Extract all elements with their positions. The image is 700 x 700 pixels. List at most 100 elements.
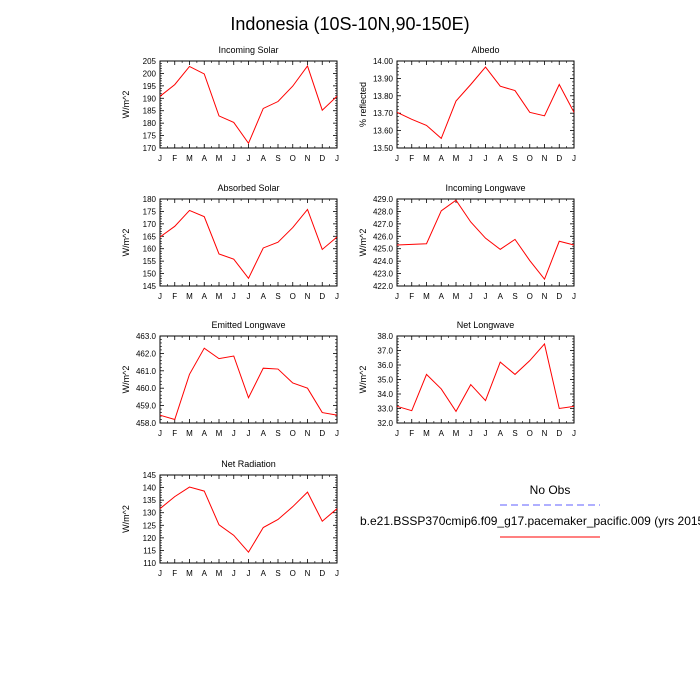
albedo-frame [396, 60, 575, 149]
emitted-longwave-xtick-label: A [261, 429, 267, 438]
net-radiation-xtick-label: N [305, 569, 311, 578]
net-radiation-xtick-label: S [275, 569, 280, 578]
emitted-longwave-ytick-label: 460.0 [136, 384, 157, 393]
net-radiation-xtick-label: D [319, 569, 325, 578]
net-longwave-xtick-label: M [423, 429, 430, 438]
absorbed-solar-xtick-label: J [232, 292, 236, 301]
net-radiation-ytick-label: 145 [143, 471, 157, 480]
incoming-solar-ytick-label: 200 [143, 69, 157, 78]
albedo-ytick-label: 13.60 [373, 127, 394, 136]
incoming-longwave-xtick-label: M [423, 292, 430, 301]
incoming-longwave-title: Incoming Longwave [445, 183, 525, 193]
incoming-longwave-ytick-label: 422.0 [373, 282, 394, 291]
emitted-longwave-xtick-label: J [158, 429, 162, 438]
incoming-longwave-ytick-label: 424.0 [373, 257, 394, 266]
legend: No Obs b.e21.BSSP370cmip6.f09_g17.pacema… [360, 483, 700, 538]
absorbed-solar-xtick-label: A [261, 292, 267, 301]
incoming-solar-ytick-label: 175 [143, 132, 157, 141]
net-longwave-ylabel: W/m^2 [358, 366, 368, 394]
incoming-solar-xtick-label: F [172, 154, 177, 163]
incoming-longwave-xtick-label: F [409, 292, 414, 301]
incoming-longwave-xtick-label: J [572, 292, 576, 301]
incoming-solar-xtick-label: M [186, 154, 193, 163]
figure-title: Indonesia (10S-10N,90-150E) [230, 14, 469, 34]
albedo-series-line [396, 66, 575, 140]
absorbed-solar-xtick-label: S [275, 292, 280, 301]
net-longwave-xtick-label: J [484, 429, 488, 438]
incoming-solar-ytick-label: 205 [143, 57, 157, 66]
emitted-longwave-ytick-label: 458.0 [136, 419, 157, 428]
incoming-longwave-ytick-label: 428.0 [373, 207, 394, 216]
incoming-longwave-ytick-label: 429.0 [373, 195, 394, 204]
incoming-solar-xtick-label: A [202, 154, 208, 163]
incoming-solar-xtick-label: M [216, 154, 223, 163]
absorbed-solar-xtick-label: F [172, 292, 177, 301]
net-radiation-xtick-label: J [232, 569, 236, 578]
albedo-xtick-label: J [572, 154, 576, 163]
net-radiation-xtick-label: J [247, 569, 251, 578]
net-longwave-ytick-label: 36.0 [377, 361, 393, 370]
net-longwave-xtick-label: A [498, 429, 504, 438]
net-longwave-xtick-label: M [453, 429, 460, 438]
incoming-solar-xtick-label: S [275, 154, 280, 163]
absorbed-solar-ytick-label: 145 [143, 282, 157, 291]
net-longwave-ytick-label: 33.0 [377, 405, 393, 414]
absorbed-solar-xtick-label: O [290, 292, 296, 301]
incoming-longwave-xtick-label: S [512, 292, 517, 301]
absorbed-solar-xtick-label: J [158, 292, 162, 301]
albedo-ytick-label: 13.70 [373, 109, 394, 118]
incoming-solar-xtick-label: A [261, 154, 267, 163]
albedo-xtick-label: A [498, 154, 504, 163]
absorbed-solar-xtick-label: J [247, 292, 251, 301]
albedo-xtick-label: A [439, 154, 445, 163]
net-radiation-frame [159, 474, 338, 564]
absorbed-solar-xtick-label: M [186, 292, 193, 301]
net-longwave-ytick-label: 32.0 [377, 419, 393, 428]
incoming-solar-xtick-label: J [247, 154, 251, 163]
albedo-ytick-label: 14.00 [373, 57, 394, 66]
emitted-longwave-series-line [159, 347, 338, 421]
emitted-longwave-xtick-label: O [290, 429, 296, 438]
incoming-longwave-xtick-label: D [556, 292, 562, 301]
net-radiation-xtick-label: A [202, 569, 208, 578]
net-radiation-ytick-label: 125 [143, 521, 157, 530]
incoming-solar-series-line [159, 64, 338, 145]
absorbed-solar-ytick-label: 170 [143, 220, 157, 229]
incoming-solar-ytick-label: 190 [143, 94, 157, 103]
net-radiation-ytick-label: 140 [143, 484, 157, 493]
emitted-longwave-title: Emitted Longwave [211, 320, 285, 330]
incoming-longwave-ytick-label: 425.0 [373, 245, 394, 254]
incoming-solar-xtick-label: J [158, 154, 162, 163]
incoming-solar-ytick-label: 195 [143, 82, 157, 91]
net-longwave-xtick-label: J [469, 429, 473, 438]
net-radiation-ylabel: W/m^2 [121, 505, 131, 533]
absorbed-solar-xtick-label: N [305, 292, 311, 301]
incoming-solar-ytick-label: 170 [143, 144, 157, 153]
incoming-longwave-ylabel: W/m^2 [358, 229, 368, 257]
net-radiation-ytick-label: 130 [143, 509, 157, 518]
absorbed-solar-xtick-label: A [202, 292, 208, 301]
emitted-longwave-ylabel: W/m^2 [121, 366, 131, 394]
incoming-longwave-xtick-label: N [542, 292, 548, 301]
albedo-ytick-label: 13.50 [373, 144, 394, 153]
net-radiation-ytick-label: 120 [143, 534, 157, 543]
net-longwave-xtick-label: F [409, 429, 414, 438]
incoming-solar-xtick-label: J [335, 154, 339, 163]
net-longwave-ytick-label: 37.0 [377, 347, 393, 356]
net-radiation-xtick-label: M [216, 569, 223, 578]
legend-obs-label: No Obs [530, 483, 571, 497]
net-longwave-series-line [396, 342, 575, 413]
incoming-solar-ylabel: W/m^2 [121, 91, 131, 119]
net-longwave-ytick-label: 38.0 [377, 332, 393, 341]
incoming-longwave-xtick-label: J [395, 292, 399, 301]
albedo-xtick-label: S [512, 154, 517, 163]
absorbed-solar-title: Absorbed Solar [217, 183, 279, 193]
net-longwave-xtick-label: A [439, 429, 445, 438]
net-radiation-xtick-label: F [172, 569, 177, 578]
absorbed-solar-ytick-label: 165 [143, 232, 157, 241]
net-longwave-xtick-label: S [512, 429, 517, 438]
